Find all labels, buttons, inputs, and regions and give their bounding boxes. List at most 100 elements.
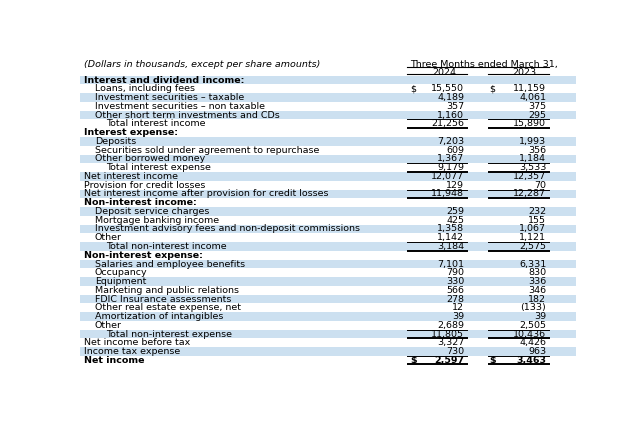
Text: Total non-interest income: Total non-interest income (106, 242, 227, 251)
Text: Total interest expense: Total interest expense (106, 163, 211, 172)
Text: Investment advisory fees and non-deposit commissions: Investment advisory fees and non-deposit… (95, 224, 360, 233)
Text: 3,327: 3,327 (437, 338, 465, 348)
Text: Non-interest expense:: Non-interest expense: (84, 251, 203, 260)
Bar (80, 93, 576, 102)
Text: 259: 259 (447, 207, 465, 216)
Text: 1,160: 1,160 (437, 111, 465, 120)
Text: 70: 70 (534, 181, 547, 190)
Text: Amortization of intangibles: Amortization of intangibles (95, 312, 223, 321)
Text: 6,331: 6,331 (519, 260, 547, 269)
Bar (80, 137, 576, 146)
Text: 1,358: 1,358 (437, 224, 465, 233)
Text: 11,159: 11,159 (513, 84, 547, 93)
Text: 3,533: 3,533 (519, 163, 547, 172)
Text: 790: 790 (447, 268, 465, 277)
Text: 566: 566 (447, 286, 465, 295)
Text: 357: 357 (446, 102, 465, 111)
Text: Loans, including fees: Loans, including fees (95, 84, 195, 93)
Text: Marketing and public relations: Marketing and public relations (95, 286, 239, 295)
Text: 7,101: 7,101 (437, 260, 465, 269)
Text: Total non-interest expense: Total non-interest expense (106, 329, 232, 339)
Text: 1,367: 1,367 (437, 154, 465, 164)
Text: 12,287: 12,287 (513, 190, 547, 198)
Text: 155: 155 (528, 216, 547, 225)
Text: 129: 129 (447, 181, 465, 190)
Text: 21,256: 21,256 (431, 120, 465, 128)
Text: Net income: Net income (84, 356, 145, 365)
Text: 12,357: 12,357 (513, 172, 547, 181)
Text: 15,550: 15,550 (431, 84, 465, 93)
Text: 12,077: 12,077 (431, 172, 465, 181)
Text: 295: 295 (528, 111, 547, 120)
Bar (80, 277, 576, 286)
Text: 278: 278 (447, 295, 465, 303)
Text: Salaries and employee benefits: Salaries and employee benefits (95, 260, 245, 269)
Bar (80, 330, 576, 339)
Text: $: $ (489, 84, 495, 93)
Bar (80, 242, 576, 251)
Bar (80, 260, 576, 269)
Bar (80, 312, 576, 321)
Text: Mortgage banking income: Mortgage banking income (95, 216, 219, 225)
Text: Provision for credit losses: Provision for credit losses (84, 181, 205, 190)
Text: 2,575: 2,575 (519, 242, 547, 251)
Text: 609: 609 (447, 146, 465, 155)
Text: Net interest income after provision for credit losses: Net interest income after provision for … (84, 190, 328, 198)
Text: Investment securities – non taxable: Investment securities – non taxable (95, 102, 265, 111)
Bar (80, 347, 576, 356)
Text: 7,203: 7,203 (437, 137, 465, 146)
Text: 12: 12 (452, 303, 465, 312)
Text: 11,948: 11,948 (431, 190, 465, 198)
Bar (80, 172, 576, 181)
Bar (80, 190, 576, 198)
Text: Deposits: Deposits (95, 137, 136, 146)
Text: 730: 730 (446, 347, 465, 356)
Text: $: $ (410, 356, 417, 365)
Text: Total interest income: Total interest income (106, 120, 205, 128)
Text: FDIC Insurance assessments: FDIC Insurance assessments (95, 295, 231, 303)
Text: 4,061: 4,061 (519, 93, 547, 102)
Text: 15,890: 15,890 (513, 120, 547, 128)
Text: 830: 830 (528, 268, 547, 277)
Text: 2023: 2023 (512, 68, 536, 77)
Text: 2024: 2024 (433, 68, 456, 77)
Text: $: $ (489, 356, 496, 365)
Text: 2,505: 2,505 (519, 321, 547, 330)
Bar (80, 224, 576, 233)
Text: 330: 330 (446, 277, 465, 286)
Text: 39: 39 (534, 312, 547, 321)
Text: 4,189: 4,189 (437, 93, 465, 102)
Text: 9,179: 9,179 (437, 163, 465, 172)
Text: 375: 375 (528, 102, 547, 111)
Text: Other real estate expense, net: Other real estate expense, net (95, 303, 241, 312)
Text: Interest and dividend income:: Interest and dividend income: (84, 75, 244, 85)
Text: Interest expense:: Interest expense: (84, 128, 178, 137)
Text: $: $ (410, 84, 416, 93)
Text: (133): (133) (520, 303, 547, 312)
Text: 336: 336 (528, 277, 547, 286)
Text: Three Months ended March 31,: Three Months ended March 31, (410, 60, 558, 69)
Text: 182: 182 (528, 295, 547, 303)
Text: 1,121: 1,121 (519, 233, 547, 242)
Text: Net income before tax: Net income before tax (84, 338, 190, 348)
Text: 1,067: 1,067 (519, 224, 547, 233)
Text: 2,689: 2,689 (437, 321, 465, 330)
Bar (80, 111, 576, 120)
Text: 1,993: 1,993 (519, 137, 547, 146)
Text: 4,426: 4,426 (519, 338, 547, 348)
Text: 11,805: 11,805 (431, 329, 465, 339)
Bar (80, 76, 576, 84)
Text: Other short term investments and CDs: Other short term investments and CDs (95, 111, 280, 120)
Text: 963: 963 (528, 347, 547, 356)
Text: Non-interest income:: Non-interest income: (84, 198, 196, 207)
Text: 232: 232 (528, 207, 547, 216)
Text: 1,184: 1,184 (519, 154, 547, 164)
Text: 3,463: 3,463 (516, 356, 547, 365)
Text: Other: Other (95, 233, 122, 242)
Text: 425: 425 (447, 216, 465, 225)
Bar (80, 295, 576, 303)
Text: Investment securities – taxable: Investment securities – taxable (95, 93, 244, 102)
Text: 3,184: 3,184 (437, 242, 465, 251)
Bar (80, 154, 576, 163)
Text: (Dollars in thousands, except per share amounts): (Dollars in thousands, except per share … (84, 60, 321, 69)
